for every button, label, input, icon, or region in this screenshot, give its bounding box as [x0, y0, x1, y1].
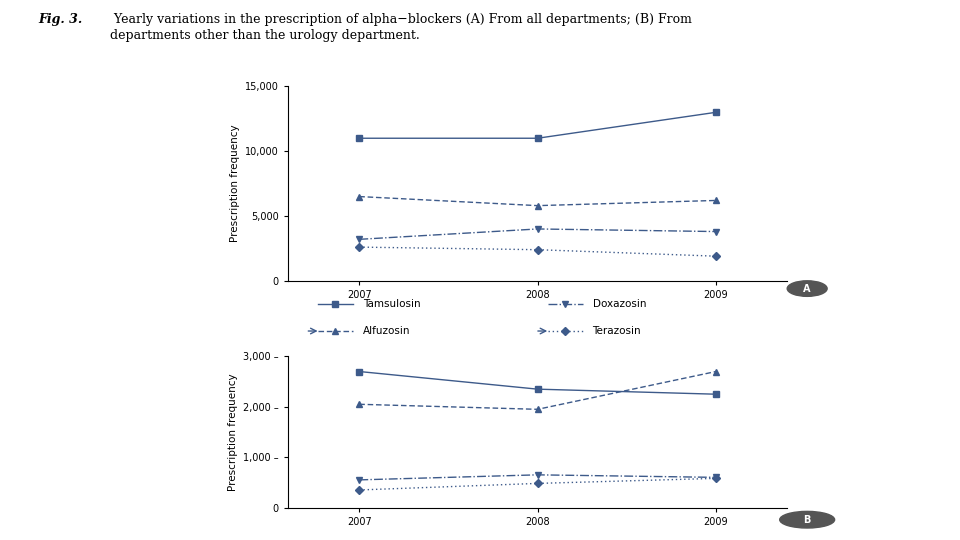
- Text: B: B: [804, 515, 811, 525]
- Text: Doxazosin: Doxazosin: [592, 299, 646, 309]
- Y-axis label: Prescription frequency: Prescription frequency: [228, 373, 238, 491]
- Text: International Neurourology Journal 2011;15:216-221: International Neurourology Journal 2011;…: [9, 157, 18, 383]
- Circle shape: [780, 511, 834, 528]
- Text: Terazosin: Terazosin: [592, 326, 641, 336]
- Y-axis label: Prescription frequency: Prescription frequency: [229, 125, 240, 242]
- Text: Tamsulosin: Tamsulosin: [363, 299, 420, 309]
- Text: Alfuzosin: Alfuzosin: [363, 326, 410, 336]
- Text: A: A: [804, 284, 811, 294]
- Text: Yearly variations in the prescription of alpha−blockers (A) From all departments: Yearly variations in the prescription of…: [110, 14, 692, 42]
- Circle shape: [787, 281, 828, 296]
- Text: Fig. 3.: Fig. 3.: [38, 14, 83, 26]
